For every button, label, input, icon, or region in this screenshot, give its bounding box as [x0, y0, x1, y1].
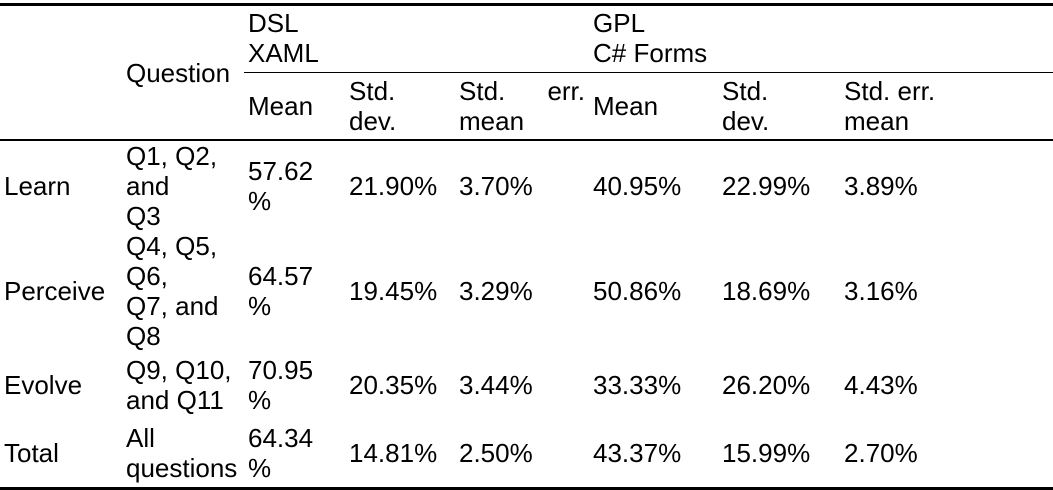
row-gpl-std-dev: 22.99% — [718, 139, 841, 231]
header-gpl-group: GPL C# Forms — [589, 5, 1053, 73]
row-dsl-std-err: 3.44% — [459, 370, 533, 400]
row-dsl-mean-unit: % — [248, 385, 272, 415]
header-question: Question — [122, 5, 244, 141]
row-question-line2: Q3 — [126, 201, 161, 231]
row-question: All questions — [122, 419, 244, 490]
header-gpl-std-err-line1: Std. err. — [844, 76, 936, 106]
row-dsl-mean-value: 64.57 — [248, 261, 314, 291]
row-gpl-mean: 40.95% — [589, 139, 719, 231]
row-dsl-std-err: 3.29% — [459, 276, 533, 306]
row-gpl-mean: 43.37% — [589, 419, 719, 490]
row-dsl-mean: 64.57 % — [244, 231, 345, 351]
row-dsl-mean: 70.95 % — [244, 351, 345, 419]
row-question-line1: Q9, Q10, — [126, 355, 232, 385]
header-gpl-std-err-line2: mean — [844, 106, 910, 136]
results-table: Question DSL XAML GPL C# Forms Mean Std.… — [0, 3, 1053, 490]
row-gpl-std-dev: 26.20% — [722, 370, 811, 400]
header-question-label: Question — [126, 57, 231, 88]
row-dsl-std-dev: 20.35% — [349, 370, 438, 400]
header-dsl-group: DSL XAML — [244, 5, 589, 73]
row-gpl-mean: 33.33% — [593, 370, 682, 400]
table-row: Total All questions 64.34 % 14.81% 2.50%… — [0, 419, 1053, 490]
header-dsl-std-dev: Std. dev. — [345, 72, 455, 140]
header-row-groups: Question DSL XAML GPL C# Forms — [0, 4, 1053, 88]
row-question: Q9, Q10, and Q11 — [122, 351, 244, 419]
row-dsl-mean-value: 70.95 — [248, 355, 314, 385]
header-dsl-std-dev-line1: Std. — [349, 76, 396, 106]
header-dsl-label: DSL — [248, 8, 299, 38]
header-gpl-label: GPL — [593, 8, 646, 38]
row-category: Learn — [0, 139, 122, 231]
header-gpl-sublabel: C# Forms — [593, 38, 708, 68]
header-empty-cell — [0, 5, 122, 73]
row-category: Evolve — [4, 370, 83, 400]
row-gpl-std-dev: 15.99% — [718, 419, 841, 490]
header-row-stats: Mean Std. dev. Std. err. mean Mean Std. … — [0, 72, 1053, 141]
row-dsl-mean: 64.34 % — [244, 419, 345, 490]
table-row: Evolve Q9, Q10, and Q11 70.95 % 20.35% 3… — [0, 351, 1053, 419]
header-dsl-std-dev-line2: dev. — [349, 106, 397, 136]
row-gpl-std-dev: 18.69% — [722, 276, 811, 306]
header-dsl-std-err-word1: Std. — [459, 76, 506, 106]
row-question-line1: Q1, Q2, and — [126, 141, 218, 201]
header-gpl-mean-label: Mean — [593, 91, 659, 121]
header-dsl-mean-label: Mean — [248, 91, 314, 121]
header-gpl-std-dev: Std. dev. — [718, 72, 841, 140]
row-dsl-std-dev: 14.81% — [345, 419, 455, 490]
row-dsl-mean-unit: % — [248, 186, 272, 216]
table-row: Perceive Q4, Q5, Q6, Q7, and Q8 64.57 % … — [0, 231, 1053, 351]
table-row: Learn Q1, Q2, and Q3 57.62 % 21.90% 3.70… — [0, 139, 1053, 231]
header-gpl-mean: Mean — [589, 72, 719, 140]
row-dsl-mean-value: 64.34 — [248, 423, 314, 453]
row-gpl-mean: 50.86% — [593, 276, 682, 306]
row-question-line2: and Q11 — [126, 385, 224, 415]
header-dsl-sublabel: XAML — [248, 38, 319, 68]
row-dsl-std-err: 3.70% — [455, 139, 590, 231]
row-dsl-mean: 57.62 % — [244, 139, 345, 231]
header-dsl-std-err-word2: err. — [547, 76, 586, 106]
row-dsl-std-dev: 21.90% — [345, 139, 455, 231]
row-question-line1: All — [126, 423, 155, 453]
row-gpl-std-err: 2.70% — [840, 419, 1053, 490]
header-dsl-std-err: Std. err. mean — [455, 72, 590, 140]
header-dsl-mean: Mean — [244, 72, 345, 140]
row-dsl-mean-value: 57.62 — [248, 156, 314, 186]
row-category: Total — [0, 419, 122, 490]
row-question: Q1, Q2, and Q3 — [122, 139, 244, 231]
row-category: Perceive — [4, 276, 106, 306]
row-question-line1: Q4, Q5, Q6, — [126, 231, 218, 291]
row-gpl-std-err: 3.89% — [840, 139, 1053, 231]
header-gpl-std-dev-line1: Std. — [722, 76, 769, 106]
row-dsl-std-dev: 19.45% — [349, 276, 438, 306]
header-gpl-std-dev-line2: dev. — [722, 106, 770, 136]
row-gpl-std-err: 3.16% — [844, 276, 918, 306]
row-dsl-mean-unit: % — [248, 291, 272, 321]
row-dsl-std-err: 2.50% — [455, 419, 590, 490]
header-dsl-std-err-line2: mean — [459, 106, 525, 136]
results-table-frame: Question DSL XAML GPL C# Forms Mean Std.… — [0, 4, 1053, 490]
header-empty-cell-2 — [0, 73, 122, 141]
row-question-line2: Q7, and Q8 — [126, 291, 219, 351]
header-gpl-std-err: Std. err. mean — [840, 72, 1053, 140]
row-dsl-mean-unit: % — [248, 453, 272, 483]
row-gpl-std-err: 4.43% — [844, 370, 918, 400]
row-question-line2: questions — [126, 453, 238, 483]
row-question: Q4, Q5, Q6, Q7, and Q8 — [122, 231, 244, 351]
